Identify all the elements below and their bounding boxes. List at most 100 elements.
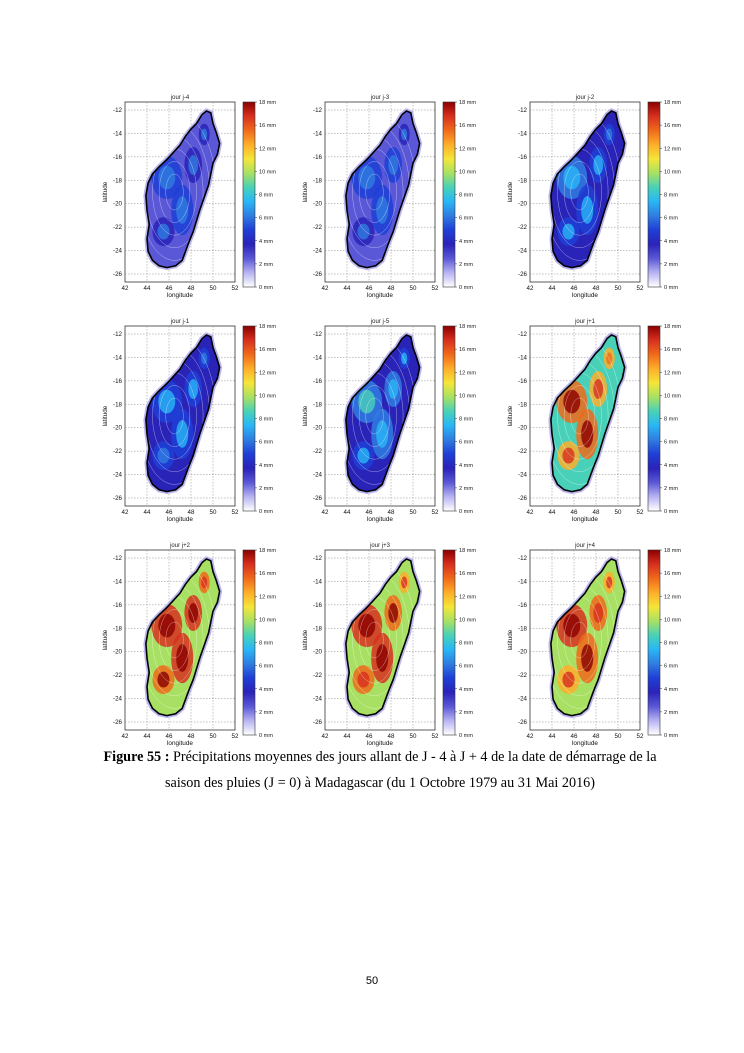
colorbar-label: 18 mm xyxy=(459,324,476,330)
precip-patch xyxy=(358,165,376,190)
map-panel-svg: jour j-4 42 44 46 48 50 52 -12 -14 -16 -18 -20 -22 -2… xyxy=(102,95,276,299)
precip-patch xyxy=(201,576,208,589)
x-axis-label: longitude xyxy=(572,516,598,523)
y-tick-label: -24 xyxy=(518,248,528,255)
x-tick-label: 48 xyxy=(388,509,395,516)
panel-title: jour j-3 xyxy=(370,95,390,101)
y-axis-label: latitude xyxy=(507,405,514,426)
y-tick-label: -20 xyxy=(313,425,323,432)
panel-title: jour j-5 xyxy=(370,319,390,325)
y-axis-label: latitude xyxy=(507,629,514,650)
x-tick-label: 46 xyxy=(166,509,173,516)
precip-patch xyxy=(388,379,399,399)
precip-patch xyxy=(357,671,370,688)
y-tick-label: -16 xyxy=(518,154,528,161)
colorbar-label: 0 mm xyxy=(259,285,273,291)
colorbar-label: 16 mm xyxy=(459,571,476,577)
y-tick-label: -18 xyxy=(313,625,323,632)
y-tick-label: -14 xyxy=(313,354,323,361)
colorbar-label: 18 mm xyxy=(664,324,681,330)
y-tick-label: -16 xyxy=(313,378,323,385)
y-tick-label: -18 xyxy=(518,401,528,408)
colorbar-label: 12 mm xyxy=(459,370,476,376)
y-tick-label: -16 xyxy=(113,602,123,609)
y-tick-label: -14 xyxy=(518,354,528,361)
x-tick-label: 52 xyxy=(232,509,239,516)
panel-title: jour j+1 xyxy=(574,319,596,325)
colorbar-label: 12 mm xyxy=(664,370,681,376)
x-axis-label: longitude xyxy=(367,740,393,747)
colorbar-label: 12 mm xyxy=(664,594,681,600)
x-tick-label: 46 xyxy=(166,733,173,740)
x-tick-label: 52 xyxy=(637,733,644,740)
map-panel-svg: jour j-3 42 44 46 48 50 52 -12 -14 -16 -18 -20 -22 -2… xyxy=(302,95,476,299)
colorbar-label: 6 mm xyxy=(259,440,273,446)
coastline xyxy=(145,334,221,493)
colorbar-label: 10 mm xyxy=(259,617,276,623)
colorbar-label: 4 mm xyxy=(664,239,678,245)
precip-patch xyxy=(157,671,170,688)
colorbar-label: 16 mm xyxy=(259,571,276,577)
panel-title: jour j-1 xyxy=(170,319,190,325)
colorbar-label: 8 mm xyxy=(259,417,273,423)
y-tick-label: -24 xyxy=(113,248,123,255)
page-number: 50 xyxy=(365,975,379,987)
colorbar-label: 8 mm xyxy=(459,193,473,199)
colorbar xyxy=(242,549,256,736)
y-tick-label: -20 xyxy=(113,649,123,656)
contour-line xyxy=(358,161,391,223)
x-tick-label: 50 xyxy=(410,509,417,516)
panel-title: jour j+4 xyxy=(574,543,596,549)
x-tick-label: 52 xyxy=(432,285,439,292)
x-tick-label: 48 xyxy=(388,733,395,740)
y-tick-label: -26 xyxy=(313,271,323,278)
precip-patch xyxy=(158,389,176,414)
x-tick-label: 50 xyxy=(210,509,217,516)
y-tick-label: -14 xyxy=(518,130,528,137)
x-tick-label: 50 xyxy=(210,285,217,292)
y-tick-label: -20 xyxy=(313,649,323,656)
x-tick-label: 42 xyxy=(122,285,129,292)
precip-patch xyxy=(606,352,613,365)
map-panel-svg: jour j+2 42 44 46 48 50 52 -12 -14 -16 -18 -20 -22 -2… xyxy=(102,543,276,747)
y-tick-label: -12 xyxy=(313,107,323,114)
colorbar-label: 0 mm xyxy=(259,509,273,515)
colorbar-label: 16 mm xyxy=(259,347,276,353)
precip-patch xyxy=(358,613,376,638)
x-tick-label: 48 xyxy=(188,733,195,740)
x-tick-label: 46 xyxy=(571,285,578,292)
y-tick-label: -12 xyxy=(113,331,123,338)
colorbar-label: 18 mm xyxy=(459,100,476,106)
map-panel-svg: jour j-2 42 44 46 48 50 52 -12 -14 -16 -18 -20 -22 -2… xyxy=(507,95,681,299)
precip-patch xyxy=(176,420,189,448)
x-tick-label: 48 xyxy=(388,285,395,292)
colorbar-label: 16 mm xyxy=(664,571,681,577)
colorbar-label: 12 mm xyxy=(259,370,276,376)
y-tick-label: -20 xyxy=(518,201,528,208)
y-tick-label: -14 xyxy=(313,578,323,585)
y-axis-label: latitude xyxy=(102,405,109,426)
colorbar-label: 12 mm xyxy=(459,146,476,152)
x-axis-label: longitude xyxy=(167,516,193,523)
x-tick-label: 46 xyxy=(571,509,578,516)
map-panel: jour j+2 42 44 46 48 50 52 -12 -14 -16 -18 -20 -22 -2… xyxy=(100,538,308,748)
x-axis-label: longitude xyxy=(367,516,393,523)
precip-patch xyxy=(562,223,575,240)
colorbar-label: 4 mm xyxy=(259,463,273,469)
colorbar-label: 6 mm xyxy=(459,664,473,670)
colorbar-label: 0 mm xyxy=(459,733,473,739)
precip-patch xyxy=(158,165,176,190)
map-panel: jour j-3 42 44 46 48 50 52 -12 -14 -16 -18 -20 -22 -2… xyxy=(300,90,508,300)
y-axis-label: latitude xyxy=(302,405,309,426)
y-tick-label: -12 xyxy=(313,331,323,338)
y-axis-label: latitude xyxy=(302,629,309,650)
x-tick-label: 46 xyxy=(166,285,173,292)
y-tick-label: -16 xyxy=(518,602,528,609)
x-tick-label: 50 xyxy=(210,733,217,740)
y-tick-label: -14 xyxy=(518,578,528,585)
colorbar xyxy=(647,549,661,736)
map-panel: jour j-4 42 44 46 48 50 52 -12 -14 -16 -18 -20 -22 -2… xyxy=(100,90,308,300)
colorbar-label: 2 mm xyxy=(259,710,273,716)
y-tick-label: -22 xyxy=(518,224,528,231)
colorbar xyxy=(647,325,661,512)
